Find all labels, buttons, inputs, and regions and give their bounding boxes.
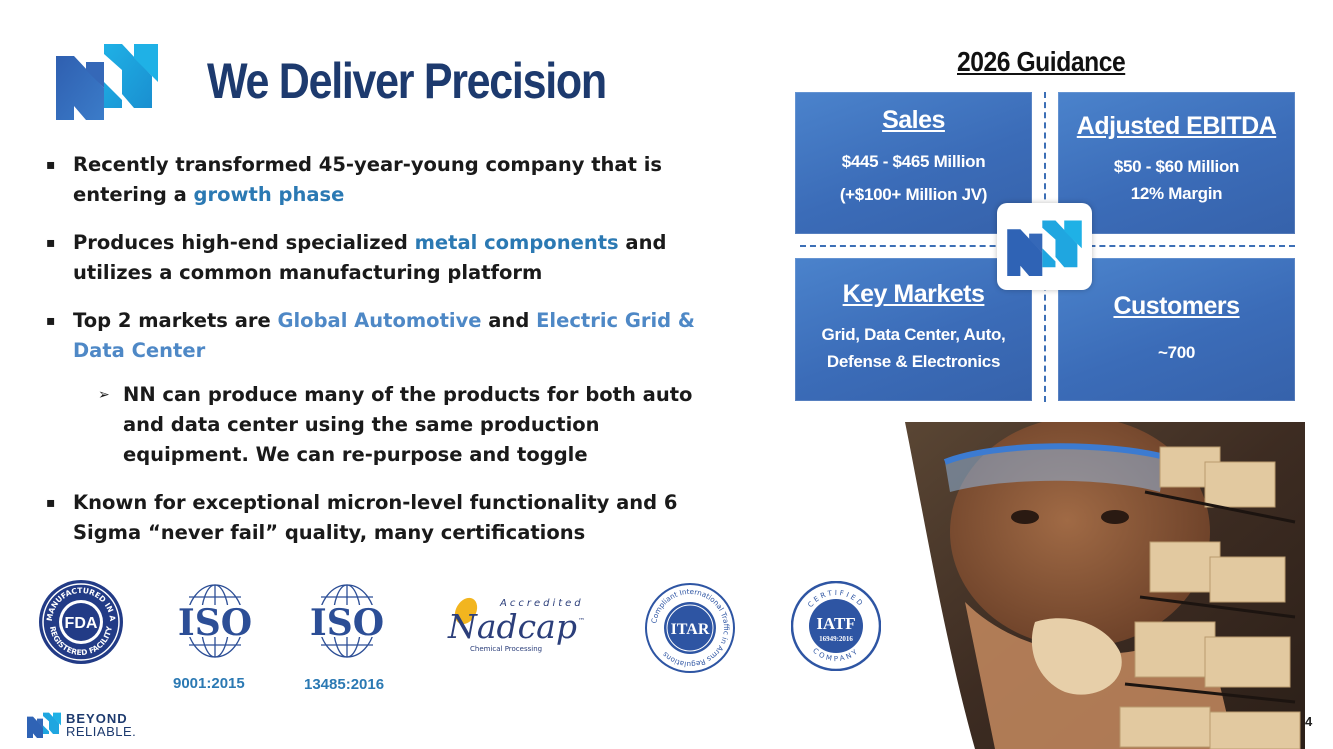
arrow-bullet-icon: ➢ — [98, 387, 110, 403]
iatf-mark-text: IATF — [816, 614, 855, 633]
page-title: We Deliver Precision — [207, 53, 607, 109]
customers-count: ~700 — [1157, 343, 1196, 362]
footer-brand-line1: BEYOND — [66, 711, 128, 726]
square-bullet-icon: ▪ — [46, 495, 56, 511]
bullet-item: ▪ Produces high-end specialized metal co… — [46, 228, 706, 288]
customers-heading: Customers — [1113, 292, 1240, 320]
fda-seal-icon: MANUFACTURED IN A REGISTERED FACILITY FD… — [38, 579, 124, 665]
nn-logo-icon — [52, 42, 162, 120]
sales-box: Sales $445 - $465 Million (+$100+ Millio… — [795, 92, 1032, 234]
highlight-text: growth phase — [193, 183, 345, 206]
nadcap-tm-text: ™ — [578, 617, 585, 625]
worker-photo — [905, 422, 1305, 749]
sales-jv: (+$100+ Million JV) — [839, 185, 988, 204]
bullet-list: ▪ Recently transformed 45-year-young com… — [46, 150, 706, 566]
page-number: 4 — [1305, 714, 1313, 729]
ebitda-heading: Adjusted EBITDA — [1076, 112, 1277, 140]
square-bullet-icon: ▪ — [46, 157, 56, 173]
bullet-item: ▪ Recently transformed 45-year-young com… — [46, 150, 706, 210]
iso-globe-icon: ISO — [170, 583, 260, 659]
square-bullet-icon: ▪ — [46, 235, 56, 251]
iso-9001-label: 9001:2015 — [173, 675, 245, 692]
itar-seal-icon: Compliant International Traffic in Arms … — [645, 583, 735, 673]
guidance-logo-tile — [997, 203, 1092, 290]
nadcap-mark-icon: Accredited Nadcap ™ Chemical Processing — [444, 589, 594, 655]
bullet-item: ▪ Known for exceptional micron-level fun… — [46, 488, 706, 548]
fda-mark-text: FDA — [65, 615, 98, 632]
nn-logo-icon — [25, 712, 63, 738]
markets-line2: Defense & Electronics — [826, 352, 1001, 371]
bullet-text: NN can produce many of the products for … — [123, 383, 693, 466]
bullet-text: Top 2 markets are — [73, 309, 278, 332]
bullet-text: Known for exceptional micron-level funct… — [73, 491, 678, 544]
ebitda-margin: 12% Margin — [1130, 184, 1223, 203]
bullet-text: Produces high-end specialized — [73, 231, 415, 254]
iso-mark-text: ISO — [310, 602, 384, 644]
nadcap-bottom-text: Chemical Processing — [470, 645, 542, 653]
nn-logo-icon — [1004, 219, 1085, 276]
ebitda-range: $50 - $60 Million — [1113, 157, 1240, 176]
markets-line1: Grid, Data Center, Auto, — [821, 325, 1006, 344]
footer-brand-line2: RELIABLE. — [66, 724, 137, 739]
customers-box: Customers ~700 — [1058, 258, 1295, 401]
iso-13485-label: 13485:2016 — [304, 676, 385, 693]
bullet-text: and utilizes a common manufacturing plat… — [73, 231, 667, 284]
iso-globe-icon: ISO — [302, 583, 392, 659]
bullet-text: and — [481, 309, 537, 332]
highlight-text: metal components — [414, 231, 619, 254]
bullet-text: Recently transformed 45-year-young compa… — [73, 153, 662, 206]
square-bullet-icon: ▪ — [46, 313, 56, 329]
markets-heading: Key Markets — [842, 280, 985, 308]
nadcap-mark-text: Nadcap — [447, 607, 577, 646]
highlight-text: Electric Grid & Data Center — [73, 309, 695, 362]
sub-bullet-item: ➢ NN can produce many of the products fo… — [46, 380, 706, 470]
sales-range: $445 - $465 Million — [841, 152, 986, 171]
ebitda-box: Adjusted EBITDA $50 - $60 Million 12% Ma… — [1058, 92, 1295, 234]
sales-heading: Sales — [882, 106, 945, 134]
iatf-seal-icon: CERTIFIED COMPANY IATF 16949:2016 — [790, 580, 882, 672]
nadcap-top-text: Accredited — [499, 598, 584, 609]
bullet-item: ▪ Top 2 markets are Global Automotive an… — [46, 306, 706, 366]
highlight-text: Global Automotive — [277, 309, 482, 332]
guidance-title: 2026 Guidance — [957, 46, 1126, 77]
markets-box: Key Markets Grid, Data Center, Auto, Def… — [795, 258, 1032, 401]
iso-mark-text: ISO — [178, 602, 252, 644]
iatf-code-text: 16949:2016 — [819, 635, 853, 643]
itar-mark-text: ITAR — [671, 621, 710, 638]
